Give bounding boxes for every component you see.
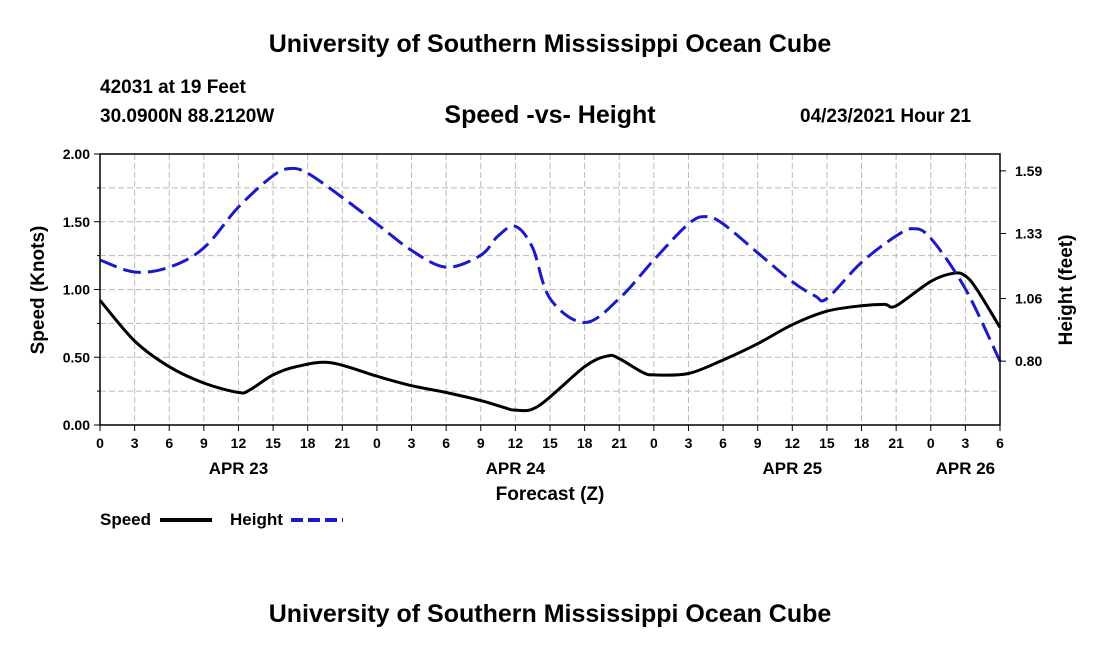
series-line-height [99,166,1002,362]
x-tick-label: 15 [265,435,281,451]
x-tick-label: 21 [335,435,351,451]
y2-tick-label: 0.80 [1015,353,1042,369]
x-tick-label: 12 [508,435,524,451]
x-tick-label: 6 [996,435,1004,451]
legend-speed-label: Speed [100,510,151,529]
y2-axis-label: Height (feet) [1056,235,1077,346]
x-tick-label: 6 [165,435,173,451]
x-tick-label: 9 [477,435,485,451]
y-tick-label: 0.50 [63,349,90,365]
coordinates-label: 30.0900N 88.2120W [100,106,275,127]
x-tick-label: 0 [373,435,381,451]
x-tick-label: 6 [442,435,450,451]
date-label: APR 23 [209,459,269,478]
grid [100,154,1000,425]
date-label: APR 26 [936,459,996,478]
y-axis-label: Speed (Knots) [28,226,49,355]
station-label: 42031 at 19 Feet [100,77,246,98]
x-tick-label: 15 [819,435,835,451]
x-tick-label: 12 [785,435,801,451]
x-tick-label: 18 [300,435,316,451]
x-tick-label: 12 [231,435,247,451]
x-tick-label: 15 [542,435,558,451]
chart-subtitle: Speed -vs- Height [444,101,656,129]
y-tick-label: 1.00 [63,282,90,298]
x-tick-label: 21 [888,435,904,451]
axes: 0 3 6 9 12 15 18 21 0 3 6 9 12 15 18 21 0 3 6 9 12 15 18 21 0 3 6A… [63,146,1043,478]
x-tick-label: 0 [927,435,935,451]
legend: Speed Height [100,510,343,529]
x-tick-label: 9 [754,435,762,451]
x-tick-label: 21 [611,435,627,451]
x-tick-label: 3 [685,435,693,451]
x-tick-label: 0 [650,435,658,451]
y-tick-label: 1.50 [63,214,90,230]
x-tick-label: 0 [96,435,104,451]
date-label: APR 25 [763,459,823,478]
x-tick-label: 3 [408,435,416,451]
y-tick-label: 0.00 [63,417,90,433]
bottom-title: University of Southern Mississippi Ocean… [268,600,832,628]
y-tick-label: 2.00 [63,146,90,162]
forecast-datetime: 04/23/2021 Hour 21 [800,106,972,127]
x-tick-label: 6 [719,435,727,451]
series-layer [98,166,1002,413]
y2-tick-label: 1.59 [1015,163,1042,179]
y2-tick-label: 1.33 [1015,225,1042,241]
date-label: APR 24 [486,459,546,478]
x-tick-label: 18 [577,435,593,451]
top-title: University of Southern Mississippi Ocean… [268,30,832,58]
series-line-speed [98,271,1002,413]
x-axis-label: Forecast (Z) [496,484,605,505]
y2-tick-label: 1.06 [1015,291,1042,307]
x-tick-label: 9 [200,435,208,451]
legend-height-label: Height [230,510,283,529]
x-tick-label: 3 [961,435,969,451]
x-tick-label: 3 [131,435,139,451]
x-tick-label: 18 [854,435,870,451]
